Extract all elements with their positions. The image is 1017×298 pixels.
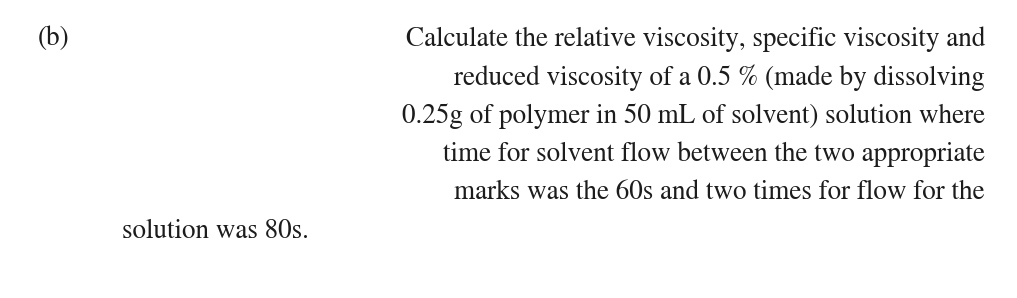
Text: (b): (b) [38,26,69,51]
Text: time for solvent flow between the two appropriate: time for solvent flow between the two ap… [443,142,985,167]
Text: marks was the 60s and two times for flow for the: marks was the 60s and two times for flow… [455,180,985,205]
Text: 0.25g of polymer in 50 mL of solvent) solution where: 0.25g of polymer in 50 mL of solvent) so… [402,103,985,129]
Text: solution was 80s.: solution was 80s. [122,218,309,244]
Text: Calculate the relative viscosity, specific viscosity and: Calculate the relative viscosity, specif… [406,26,985,52]
Text: reduced viscosity of a 0.5 % (made by dissolving: reduced viscosity of a 0.5 % (made by di… [455,64,985,91]
